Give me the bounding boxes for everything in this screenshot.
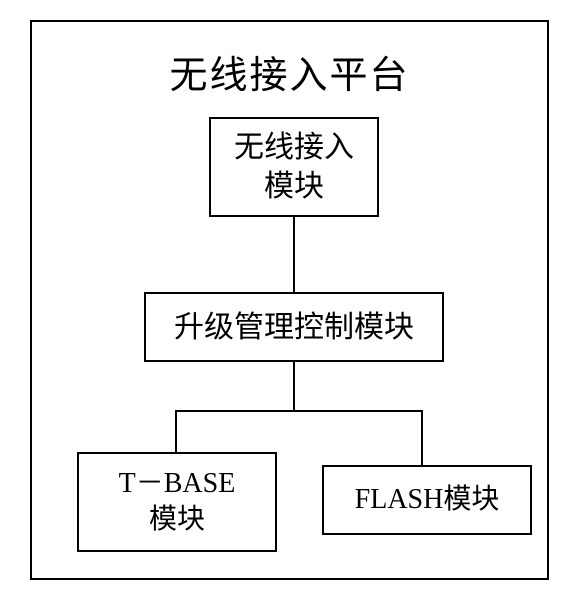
node-label-line2: 模块 bbox=[264, 167, 324, 206]
node-label: FLASH模块 bbox=[355, 482, 500, 518]
node-label-line1: T－BASE bbox=[119, 466, 236, 502]
node-flash: FLASH模块 bbox=[322, 465, 532, 535]
node-tbase: T－BASE 模块 bbox=[77, 452, 277, 552]
node-wireless-access: 无线接入 模块 bbox=[209, 117, 379, 217]
node-upgrade-management: 升级管理控制模块 bbox=[144, 292, 444, 362]
node-label-line2: 模块 bbox=[149, 502, 205, 538]
diagram-title: 无线接入平台 bbox=[32, 44, 547, 99]
edge-horizontal-split bbox=[175, 410, 423, 412]
diagram-container: 无线接入平台 无线接入 模块 升级管理控制模块 T－BASE 模块 FLASH模… bbox=[30, 20, 549, 580]
edge-top-mid bbox=[293, 217, 295, 292]
node-label: 升级管理控制模块 bbox=[174, 308, 414, 347]
edge-to-tbase bbox=[175, 410, 177, 452]
edge-to-flash bbox=[421, 410, 423, 465]
node-label-line1: 无线接入 bbox=[234, 128, 354, 167]
edge-mid-down bbox=[293, 362, 295, 412]
